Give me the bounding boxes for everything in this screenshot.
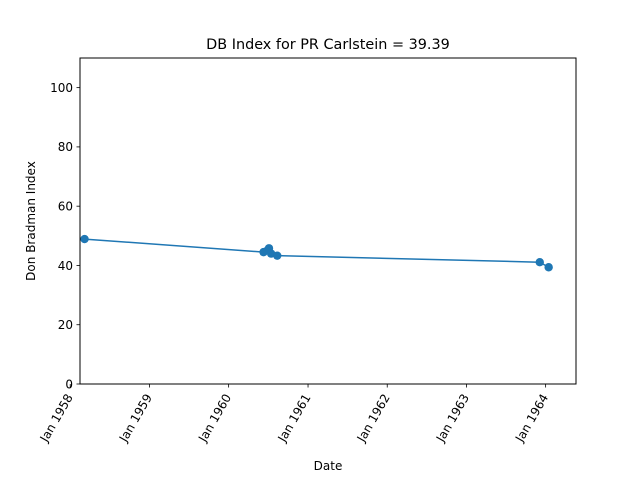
data-point xyxy=(80,234,89,244)
x-axis-title: Date xyxy=(314,459,343,473)
x-tick-label: Jan 1962 xyxy=(354,392,393,446)
y-axis: 0 20 40 60 80 100 xyxy=(50,81,80,391)
x-tick-label: Jan 1960 xyxy=(195,392,234,446)
x-tick-label: Jan 1958 xyxy=(37,392,76,446)
data-point xyxy=(535,257,544,267)
chart-title: DB Index for PR Carlstein = 39.39 xyxy=(206,37,450,53)
y-tick-label: 60 xyxy=(58,199,73,213)
y-axis-title: Don Bradman Index xyxy=(24,161,38,281)
data-point xyxy=(544,263,553,272)
y-tick-label: 20 xyxy=(58,318,73,332)
series-line xyxy=(84,238,550,268)
x-axis: Jan 1958 Jan 1959 Jan 1960 Jan 1961 Jan 1962… xyxy=(37,384,551,445)
plot-area xyxy=(80,234,553,272)
y-tick-label: 100 xyxy=(50,81,73,95)
x-tick-label: Jan 1959 xyxy=(116,392,155,446)
y-tick-label: 40 xyxy=(58,259,73,273)
data-point xyxy=(273,251,282,260)
y-tick-label: 0 xyxy=(65,377,73,391)
x-tick-label: Jan 1964 xyxy=(512,392,551,446)
plot-frame xyxy=(79,57,577,385)
x-tick-label: Jan 1961 xyxy=(275,392,314,446)
y-tick-label: 80 xyxy=(58,140,73,154)
x-tick-label: Jan 1963 xyxy=(433,392,472,446)
